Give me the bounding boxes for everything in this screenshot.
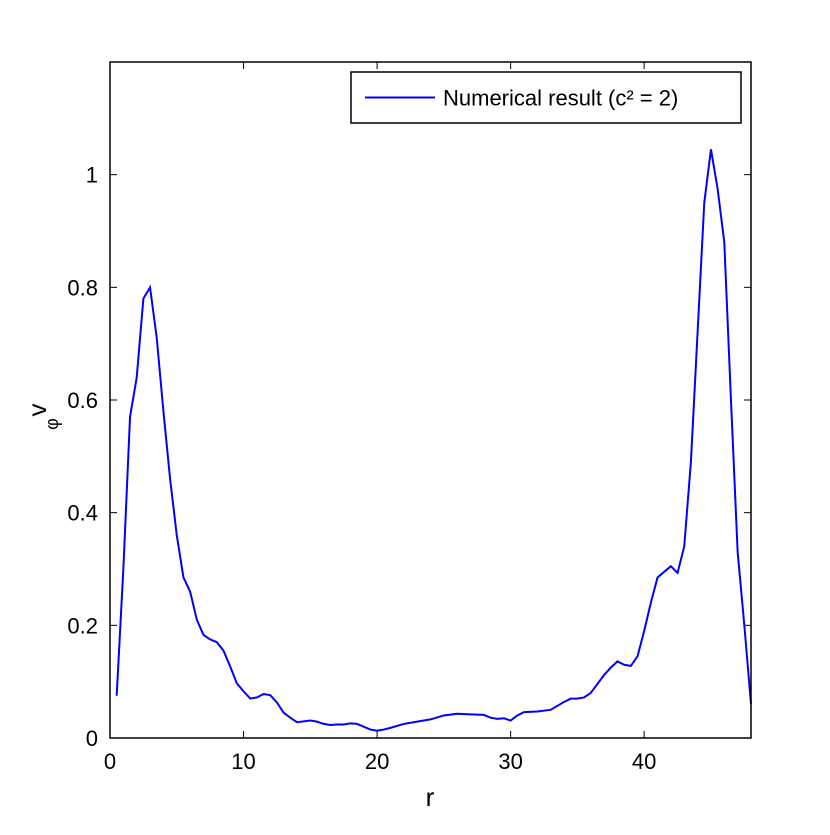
plot-frame bbox=[109, 61, 752, 739]
x-tick-label: 30 bbox=[498, 749, 522, 774]
y-tick-label: 1 bbox=[86, 163, 98, 188]
y-tick-label: 0.2 bbox=[67, 613, 98, 638]
x-tick-label: 0 bbox=[104, 749, 116, 774]
x-axis-label: r bbox=[426, 782, 435, 812]
y-tick-label: 0.4 bbox=[67, 501, 98, 526]
series-line bbox=[115, 149, 752, 732]
legend-label: Numerical result (c² = 2) bbox=[443, 86, 678, 111]
y-tick-label: 0 bbox=[86, 726, 98, 751]
y-tick-label: 0.8 bbox=[67, 275, 98, 300]
y-axis-label-group: v φ bbox=[22, 404, 62, 430]
x-tick-label: 40 bbox=[632, 749, 656, 774]
y-axis-label-sub: φ bbox=[42, 418, 62, 430]
x-tick-label: 10 bbox=[231, 749, 255, 774]
x-tick-label: 20 bbox=[365, 749, 389, 774]
y-axis-label: v bbox=[22, 404, 52, 417]
y-tick-label: 0.6 bbox=[67, 388, 98, 413]
